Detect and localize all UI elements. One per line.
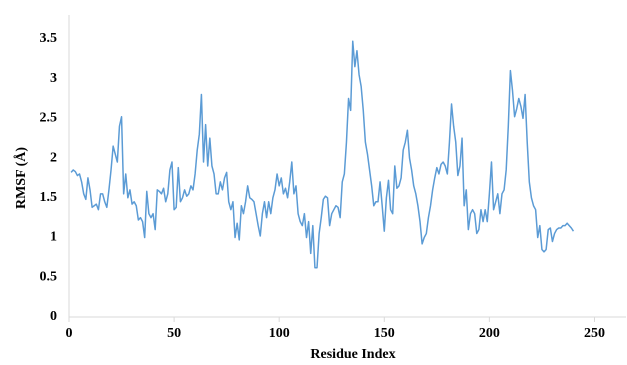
y-tick-label: 3 [50, 71, 57, 86]
y-tick-label: 2 [50, 150, 57, 165]
data-line [70, 40, 575, 269]
y-axis-title: RMSF (Å) [13, 147, 29, 209]
y-tick-label: 3.5 [40, 31, 58, 46]
x-tick-label: 0 [66, 326, 73, 341]
y-tick-label: 1 [50, 230, 57, 245]
y-tick-label: 0.5 [40, 269, 58, 284]
x-tick-label: 200 [479, 326, 500, 341]
x-tick-label: 100 [269, 326, 290, 341]
x-tick-label: 50 [167, 326, 181, 341]
x-tick-label: 150 [374, 326, 395, 341]
y-tick-label: 2.5 [40, 111, 58, 126]
y-tick-label: 0 [50, 309, 57, 324]
x-axis-title: Residue Index [310, 347, 395, 362]
x-tick-label: 250 [584, 326, 605, 341]
y-tick-label: 1.5 [40, 190, 58, 205]
